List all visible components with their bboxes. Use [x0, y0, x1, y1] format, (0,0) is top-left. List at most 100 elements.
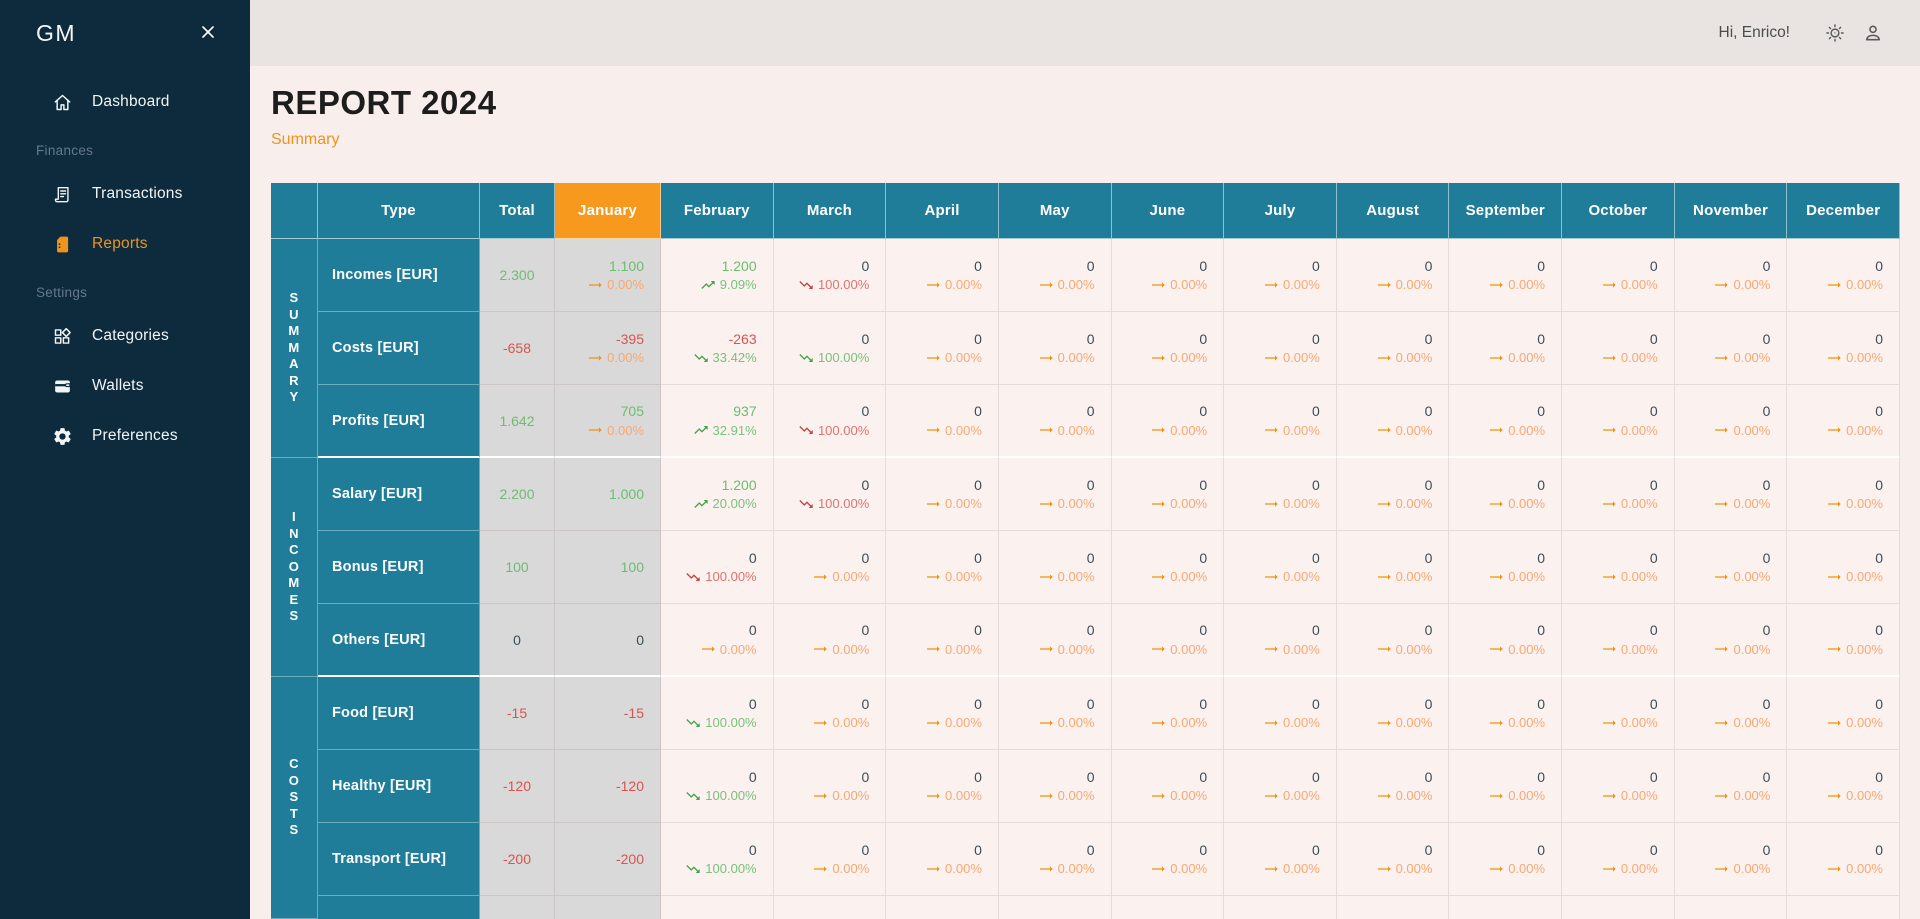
trend-percentage: 0.00%: [1057, 350, 1095, 365]
cell-value: 0: [1199, 403, 1208, 419]
trend-flat-icon: [1488, 569, 1504, 585]
value-cell: 0: [555, 604, 661, 677]
trend-flat-icon: [1826, 788, 1842, 804]
person-icon[interactable]: [1862, 22, 1884, 44]
cell-value: 0: [1086, 841, 1095, 858]
trend-flat-icon: [1038, 569, 1054, 585]
value-cell: -263 33.42%: [661, 312, 774, 385]
trend-percentage: 100.00%: [817, 422, 870, 438]
column-header-may[interactable]: May: [998, 183, 1112, 239]
table-corner-cell: [271, 183, 318, 239]
trend-indicator: 0.00%: [1826, 641, 1883, 657]
trend-percentage: 0.00%: [1282, 350, 1320, 365]
trend-indicator: 0.00%: [1826, 277, 1883, 293]
trend-indicator: 32.91%: [693, 422, 757, 438]
sidebar-close-button[interactable]: [196, 22, 220, 46]
cell-value: -15: [623, 705, 644, 721]
column-header-july[interactable]: July: [1224, 183, 1337, 239]
cell-value: 0: [1312, 622, 1320, 638]
sidebar-item-preferences[interactable]: Preferences: [0, 411, 250, 461]
trend-percentage: 0.00%: [1846, 788, 1883, 803]
column-header-september[interactable]: September: [1449, 183, 1563, 239]
value-cell: 0 0.00%: [1562, 750, 1675, 823]
cell-value: 0: [1312, 841, 1320, 858]
column-header-october[interactable]: October: [1562, 183, 1675, 239]
trend-down-icon: [798, 496, 814, 512]
trend-percentage: 0.00%: [1620, 350, 1658, 365]
cell-value: 0: [1762, 549, 1771, 566]
trend-flat-icon: [1601, 861, 1617, 877]
row-label: Healthy [EUR]: [318, 750, 480, 823]
trend-down-icon: [685, 569, 701, 585]
value-cell: 0 0.00%: [1224, 677, 1337, 750]
section-letter: M: [288, 575, 300, 591]
value-cell: 0 0.00%: [1787, 531, 1900, 604]
cell-value: 0: [1537, 257, 1546, 274]
value-cell: 0 0.00%: [1449, 458, 1563, 531]
trend-indicator: 0.00%: [1263, 861, 1320, 877]
sidebar-item-categories[interactable]: Categories: [0, 311, 250, 361]
trend-flat-icon: [1601, 715, 1617, 731]
trend-indicator: 0.00%: [812, 788, 869, 804]
trend-percentage: 0.00%: [1282, 422, 1320, 438]
cell-value: 0: [974, 768, 982, 785]
column-header-april[interactable]: April: [886, 183, 999, 239]
cell-value: 0: [1086, 476, 1095, 493]
cell-value: 0: [1424, 257, 1433, 274]
column-header-march[interactable]: March: [773, 183, 887, 239]
column-header-june[interactable]: June: [1111, 183, 1225, 239]
trend-percentage: 0.00%: [1733, 496, 1771, 511]
cell-value: 2.200: [499, 486, 535, 502]
trend-flat-icon: [925, 350, 941, 366]
trend-percentage: 0.00%: [1170, 350, 1208, 365]
value-cell: 0 0.00%: [1224, 750, 1337, 823]
sidebar-item-reports[interactable]: Reports: [0, 219, 250, 269]
trend-indicator: 0.00%: [1601, 715, 1658, 731]
value-cell: 0 0.00%: [1336, 385, 1450, 458]
cell-value: 0: [861, 841, 870, 858]
value-cell: 0 0.00%: [1336, 458, 1450, 531]
cell-value: 0: [513, 631, 521, 648]
trend-percentage: 0.00%: [1395, 422, 1433, 438]
trend-indicator: 100.00%: [685, 569, 757, 585]
trend-down-icon: [685, 788, 701, 804]
sidebar-item-label: Wallets: [92, 377, 144, 394]
trend-indicator: 0.00%: [1376, 569, 1432, 585]
cell-value: 0: [1424, 841, 1433, 858]
row-label: Transport [EUR]: [318, 823, 480, 896]
sidebar-item-wallets[interactable]: Wallets: [0, 361, 250, 411]
trend-percentage: 0.00%: [1620, 277, 1658, 292]
sun-icon[interactable]: [1824, 22, 1846, 44]
trend-flat-icon: [1376, 569, 1392, 585]
trend-indicator: 0.00%: [812, 569, 869, 585]
value-cell: 0 100.00%: [661, 531, 774, 604]
column-header-november[interactable]: November: [1674, 183, 1788, 239]
value-cell: 0 100.00%: [661, 750, 774, 823]
trend-flat-icon: [925, 569, 941, 585]
value-cell: 0 0.00%: [1562, 385, 1675, 458]
value-cell: 0 0.00%: [1674, 750, 1788, 823]
sidebar-item-label: Categories: [92, 327, 169, 344]
sidebar-item-dashboard[interactable]: Dashboard: [0, 77, 250, 127]
value-cell: 0 0.00%: [1787, 385, 1900, 458]
column-header-january[interactable]: January: [555, 183, 661, 239]
section-letter: S: [289, 290, 299, 306]
value-cell: 0 0.00%: [1787, 677, 1900, 750]
column-header-august[interactable]: August: [1336, 183, 1450, 239]
value-cell: 0 0.00%: [1674, 531, 1788, 604]
section-letter: M: [288, 339, 300, 355]
cell-value: 0: [1649, 768, 1658, 785]
column-header-february[interactable]: February: [661, 183, 774, 239]
row-label-partial: [318, 896, 480, 919]
trend-indicator: 0.00%: [1713, 350, 1770, 366]
sidebar-item-transactions[interactable]: Transactions: [0, 169, 250, 219]
trend-indicator: 33.42%: [693, 350, 757, 366]
cell-value: 0: [1649, 695, 1658, 712]
value-cell: 0 0.00%: [1787, 312, 1900, 385]
trend-percentage: 0.00%: [1620, 861, 1658, 876]
trend-flat-icon: [1263, 569, 1279, 585]
column-header-december[interactable]: December: [1787, 183, 1900, 239]
widgets-icon: [52, 326, 73, 347]
value-cell: 0 0.00%: [1111, 385, 1225, 458]
